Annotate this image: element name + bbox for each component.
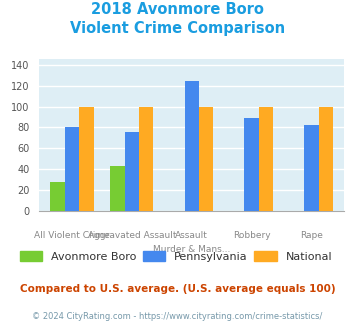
Bar (125, 132, 139, 211)
Bar (318, 107, 333, 211)
Bar (50, 182, 65, 211)
Text: © 2024 CityRating.com - https://www.cityrating.com/crime-statistics/: © 2024 CityRating.com - https://www.city… (32, 312, 323, 321)
Bar (304, 125, 318, 211)
Text: All Violent Crime: All Violent Crime (34, 231, 110, 240)
Text: Violent Crime Comparison: Violent Crime Comparison (70, 21, 285, 36)
Text: 2018 Avonmore Boro: 2018 Avonmore Boro (91, 2, 264, 16)
Bar (244, 118, 259, 211)
Text: Rape: Rape (300, 231, 323, 240)
Legend: Avonmore Boro, Pennsylvania, National: Avonmore Boro, Pennsylvania, National (20, 251, 332, 262)
Text: Assault: Assault (175, 231, 208, 240)
Bar (65, 127, 79, 211)
Bar (199, 107, 213, 211)
Text: Aggravated Assault: Aggravated Assault (88, 231, 176, 240)
Bar (79, 107, 93, 211)
Bar (110, 166, 125, 211)
Bar (139, 107, 153, 211)
Text: Robbery: Robbery (233, 231, 271, 240)
Bar (259, 107, 273, 211)
Bar (185, 82, 199, 211)
Text: Compared to U.S. average. (U.S. average equals 100): Compared to U.S. average. (U.S. average … (20, 284, 335, 294)
Text: Murder & Mans...: Murder & Mans... (153, 245, 230, 253)
